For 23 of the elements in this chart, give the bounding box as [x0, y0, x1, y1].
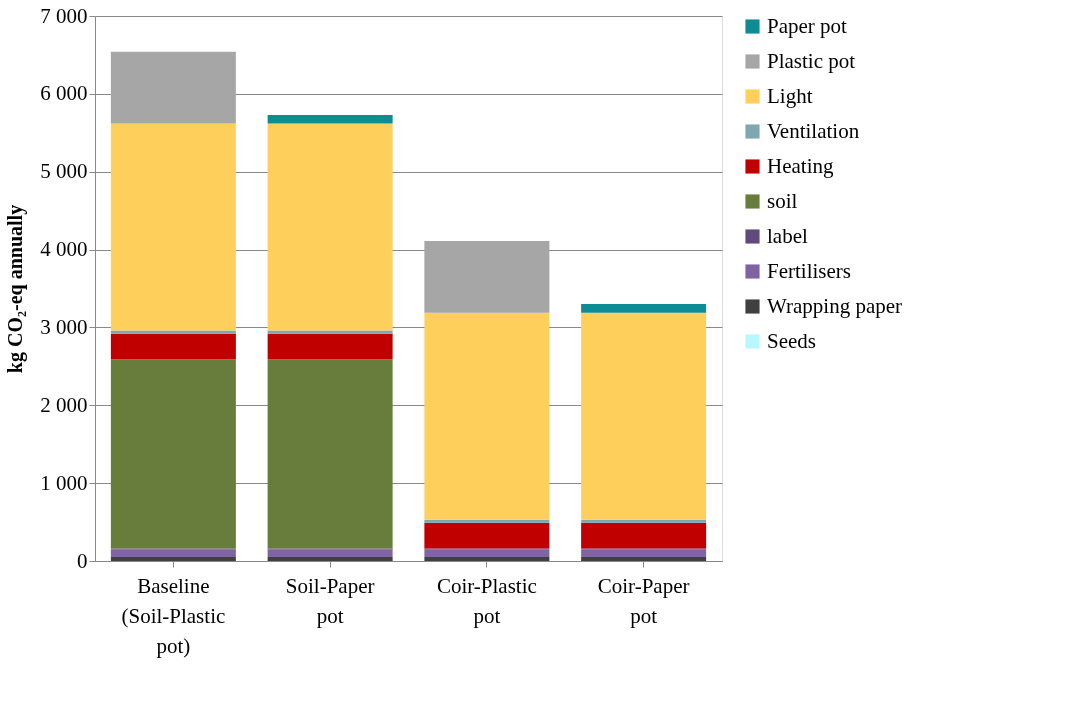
x-tick-label: Coir-Plastic pot [436, 573, 537, 628]
legend-label: Seeds [767, 328, 816, 353]
legend-label: soil [767, 188, 798, 213]
legend-label: Fertilisers [767, 258, 851, 283]
legend-label: Heating [767, 153, 834, 178]
y-tick-label: 6 000 [40, 81, 88, 106]
legend-label: Light [767, 83, 813, 108]
x-tick-label: Coir-Paper pot [597, 573, 690, 628]
x-tick-label: Soil-Paper pot [285, 573, 375, 628]
y-axis-title: kg CO₂-eq annually [4, 204, 28, 374]
legend-label: Plastic pot [767, 48, 856, 73]
legend-label: Wrapping paper [767, 293, 903, 318]
x-tick-label: Baseline (Soil-Plastic pot) [121, 573, 226, 658]
y-tick-label: 2 000 [40, 392, 88, 417]
y-tick-label: 7 000 [40, 3, 88, 28]
y-tick-label: 5 000 [40, 159, 88, 184]
legend-label: label [767, 223, 808, 248]
legend-label: Ventilation [767, 118, 860, 143]
y-tick-label: 1 000 [40, 470, 88, 495]
y-tick-label: 0 [77, 548, 88, 573]
legend-label: Paper pot [767, 13, 848, 38]
y-tick-label: 4 000 [40, 237, 88, 262]
y-tick-label: 3 000 [40, 314, 88, 339]
